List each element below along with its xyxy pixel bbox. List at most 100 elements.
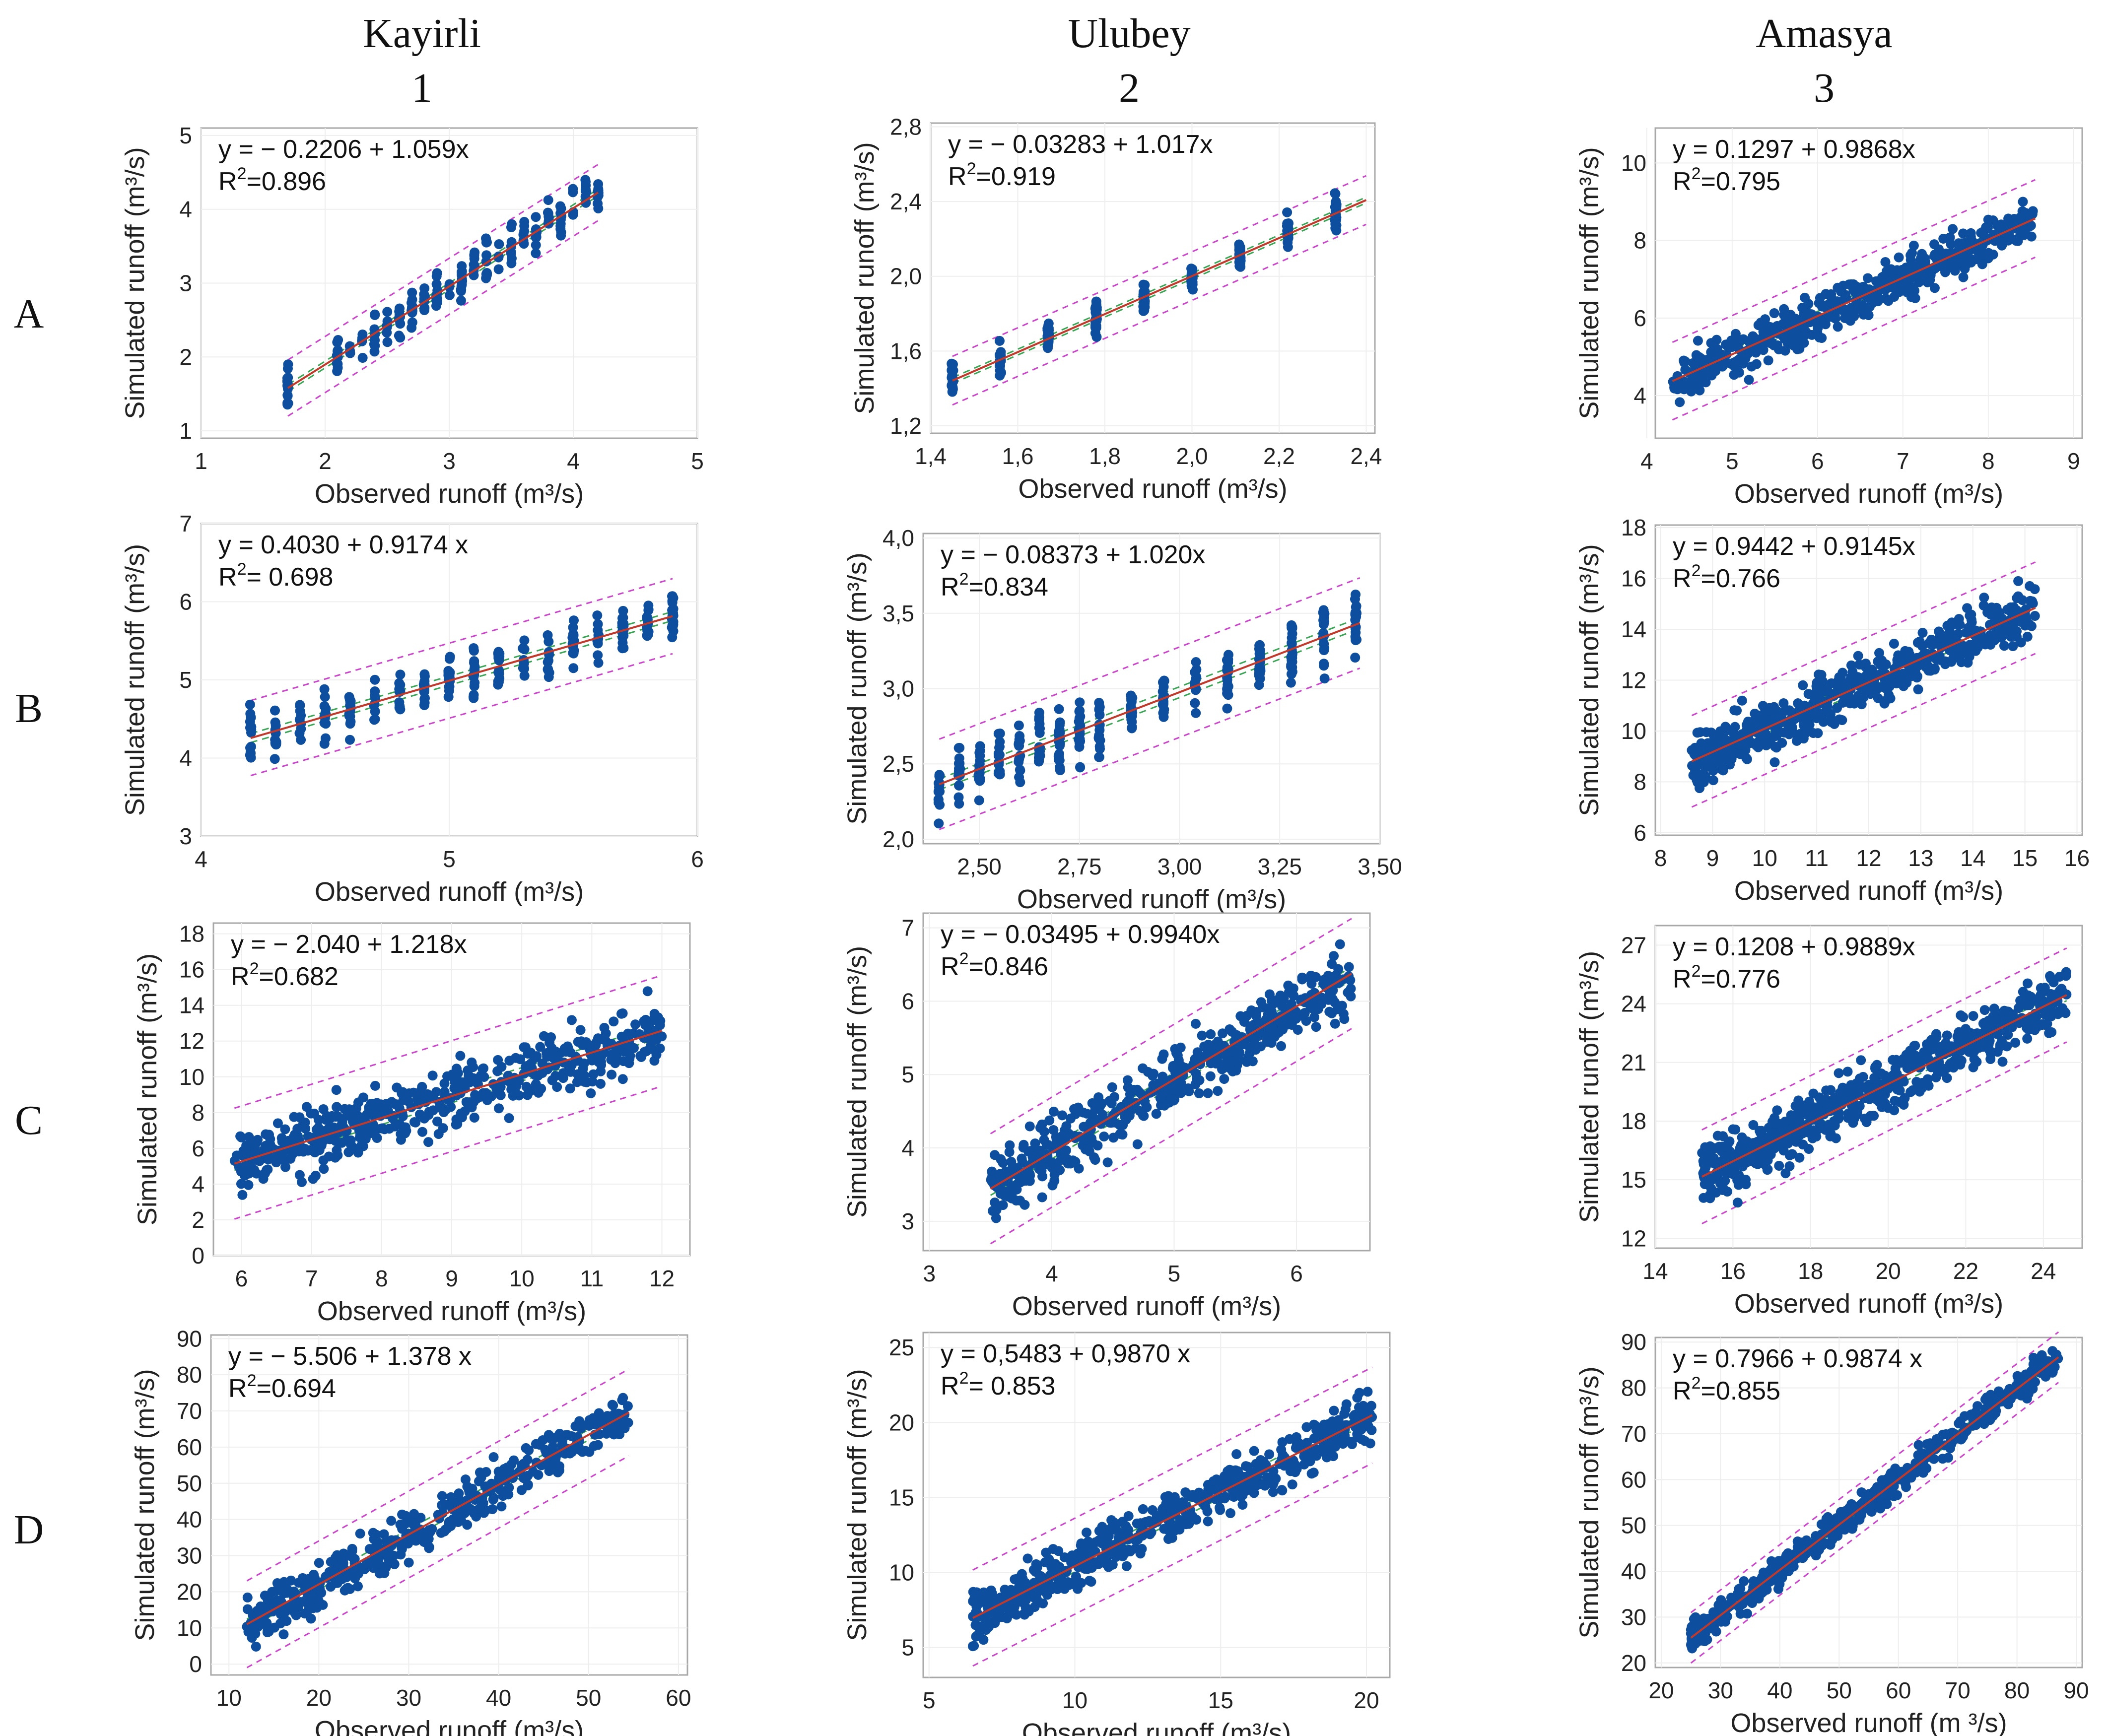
data-point [1309,1012,1320,1022]
data-point [1856,1055,1866,1066]
data-point [1276,1041,1287,1051]
data-point [1034,714,1044,725]
data-point [1048,1106,1059,1117]
data-point [642,986,653,997]
r-squared-value: =0.795 [1701,167,1780,196]
data-point [543,195,553,205]
y-axis-label: Simulated runoff (m³/s) [1574,147,1604,419]
data-point [2045,971,2055,981]
data-point [242,1604,253,1614]
x-tick-label: 2,50 [957,854,1002,879]
data-point [1751,740,1762,751]
r-squared-value: = 0.698 [246,563,333,592]
x-tick-label: 7 [1897,448,1909,474]
data-point [1958,228,1969,239]
data-point [1922,270,1932,280]
data-point [1266,1023,1276,1034]
data-point [1121,1115,1131,1125]
panel-b2: 2,50 2,75 3,00 3,25 3,502,02,53,03,54,0Obser… [842,525,1402,914]
x-tick-label: 11 [1805,845,1829,871]
data-point [493,648,503,659]
data-point [1792,344,1802,354]
data-point [421,1537,431,1548]
data-point [1222,703,1232,714]
data-point [1720,1151,1731,1162]
data-point [609,1409,619,1419]
data-point [496,1062,507,1072]
data-point [623,1417,633,1428]
x-tick-label: 8 [1654,845,1667,871]
data-point [263,1164,273,1175]
data-point [556,230,566,241]
data-point [291,1603,301,1614]
data-point [581,198,591,208]
data-point [1880,696,1891,706]
data-point [1925,1044,1935,1055]
data-point [442,1071,453,1081]
data-point [609,1016,619,1027]
data-point [1729,705,1740,716]
data-point [1214,1050,1224,1061]
data-point [645,1035,655,1045]
data-point [320,692,330,702]
data-point [1218,1061,1228,1071]
data-point [1852,1106,1862,1116]
data-point [369,715,380,725]
data-point [1287,648,1297,659]
r-squared-label: R2= 0.698 [218,560,333,592]
data-point [1159,675,1169,686]
data-point [1203,1088,1213,1098]
data-point [493,264,504,274]
data-point [1968,1030,1978,1041]
y-tick-label: 12 [1621,1225,1646,1251]
data-point [1365,1438,1375,1449]
data-point [586,1088,596,1098]
data-point [474,1504,484,1514]
data-point [1075,697,1085,708]
data-point [1107,1082,1117,1092]
data-point [560,1449,570,1459]
data-point [1279,992,1289,1002]
data-point [2025,581,2035,591]
data-point [1815,293,1825,303]
data-point [382,328,392,338]
data-point [550,1071,561,1081]
data-point [1954,1027,1964,1037]
data-point [496,1501,507,1512]
y-tick-label: 3 [179,270,192,296]
data-point [1289,991,1299,1001]
data-point [1308,1468,1319,1478]
data-point [295,700,305,710]
data-point [1903,285,1913,295]
y-tick-label: 40 [177,1507,202,1533]
data-point [1229,1046,1240,1057]
data-point [1288,983,1298,994]
data-point [332,1578,342,1588]
data-point [333,334,343,345]
r-squared-superscript: 2 [237,560,247,579]
data-point [1708,775,1718,786]
data-point [1222,655,1232,665]
data-point [454,1488,464,1499]
data-point [1716,764,1727,774]
data-point [446,1492,456,1502]
data-point [1227,1066,1238,1076]
data-point [568,184,578,194]
x-axis-label: Observed runoff (m³/s) [1017,884,1286,914]
data-point [2022,631,2033,642]
data-point [593,650,603,661]
data-point [488,1452,499,1463]
data-point [282,391,293,401]
data-point [432,1116,443,1127]
data-point [1967,617,1977,627]
x-tick-label: 3,00 [1157,854,1202,879]
x-tick-label: 50 [576,1685,601,1711]
data-point [1095,735,1105,745]
data-point [1838,678,1849,688]
y-axis-label: Simulated runoff (m³/s) [133,953,162,1225]
x-tick-label: 2,0 [1176,443,1208,469]
x-tick-label: 4 [567,448,580,474]
data-point [1988,215,1998,226]
data-point [455,1051,466,1061]
